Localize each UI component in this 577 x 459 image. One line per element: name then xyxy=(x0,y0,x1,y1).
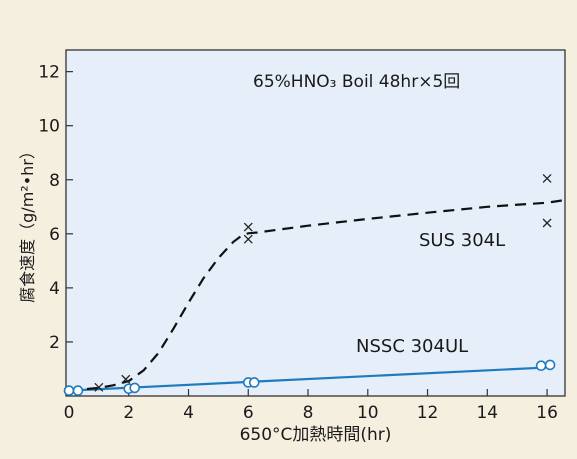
y-axis-ticks: 2 4 6 8 10 12 xyxy=(38,63,73,353)
nssc-data-point xyxy=(129,382,141,394)
nssc-data-point xyxy=(544,359,556,371)
sus-data-point xyxy=(542,173,552,183)
y-tick-label: 4 xyxy=(49,279,60,299)
x-axis-label: 650°C加熱時間(hr) xyxy=(240,425,392,445)
y-tick-label: 2 xyxy=(49,333,60,353)
sus-data-point xyxy=(121,374,131,384)
series-curves xyxy=(68,198,566,392)
nssc-data-point xyxy=(72,385,84,396)
sus-data-point xyxy=(542,218,552,228)
x-tick-label: 14 xyxy=(476,403,498,423)
series-label-sus: SUS 304L xyxy=(419,230,505,251)
x-tick-label: 8 xyxy=(303,403,314,423)
nssc-304ul-line xyxy=(68,366,551,392)
y-tick-label: 12 xyxy=(38,63,60,83)
sus-304l-line xyxy=(68,198,566,392)
x-tick-label: 12 xyxy=(417,403,439,423)
y-tick-label: 8 xyxy=(49,171,60,191)
x-tick-label: 6 xyxy=(243,403,254,423)
nssc-data-point xyxy=(63,385,75,396)
sus-data-point xyxy=(94,382,104,392)
y-tick-label: 6 xyxy=(49,225,60,245)
y-axis-label: 腐食速度（g/m²•hr） xyxy=(18,143,37,303)
x-tick-label: 16 xyxy=(536,403,558,423)
x-tick-label: 10 xyxy=(357,403,379,423)
x-tick-label: 0 xyxy=(64,403,75,423)
nssc-data-point xyxy=(248,377,260,388)
nssc-data-point xyxy=(535,360,547,372)
series-markers xyxy=(63,173,556,396)
sus-data-point xyxy=(243,234,253,244)
x-tick-label: 4 xyxy=(183,403,194,423)
chart-title: 65%HNO₃ Boil 48hr×5回 xyxy=(253,72,460,92)
sus-data-point xyxy=(243,222,253,232)
x-axis-ticks: 0 2 4 6 8 10 12 14 16 xyxy=(64,389,558,423)
plot-area xyxy=(65,49,566,397)
series-label-nssc: NSSC 304UL xyxy=(356,336,468,357)
y-tick-label: 10 xyxy=(38,117,60,137)
x-tick-label: 2 xyxy=(123,403,134,423)
